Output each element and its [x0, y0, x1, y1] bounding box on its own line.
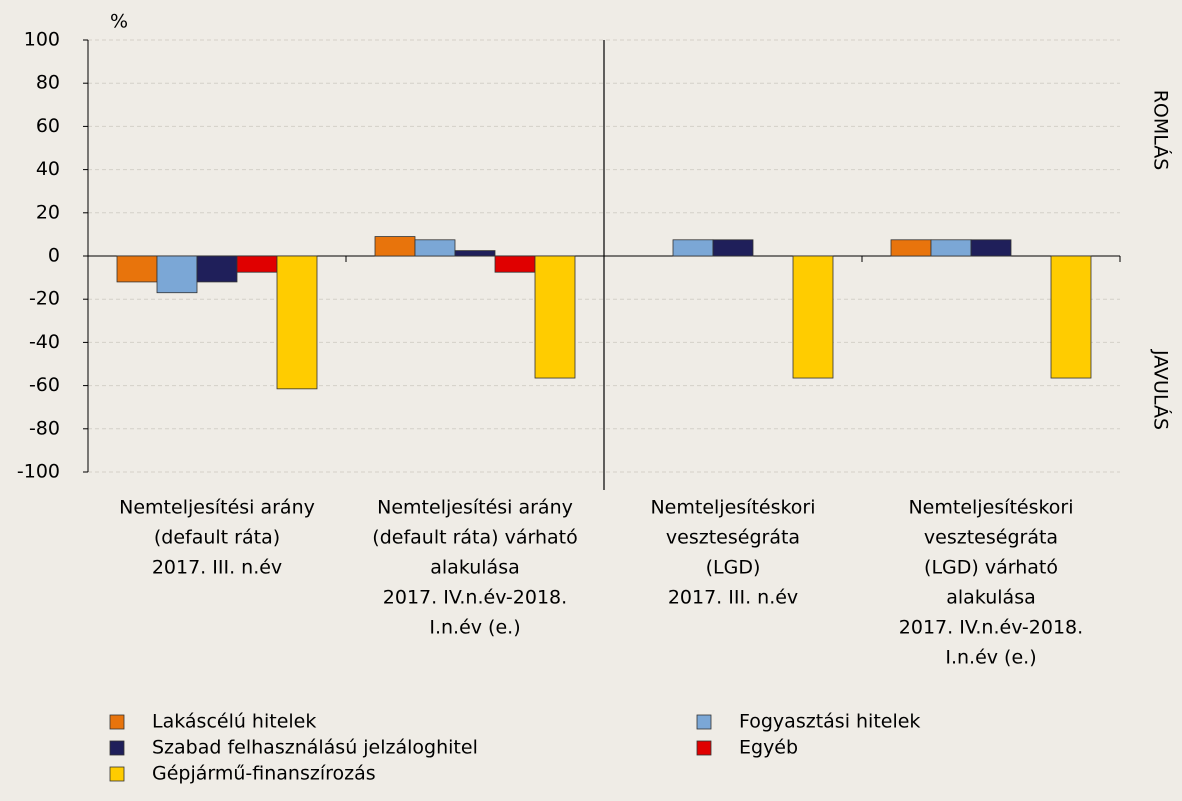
- x-tick-label: 2017. III. n.év: [668, 587, 798, 609]
- bar: [712, 239, 754, 257]
- x-tick-label: I.n.év (e.): [429, 617, 520, 639]
- y-tick-label: -60: [29, 374, 60, 396]
- y-tick-label: -40: [29, 331, 60, 353]
- legend-label: Lakáscélú hitelek: [152, 711, 316, 733]
- x-tick-label: 2017. IV.n.év-2018.: [383, 587, 567, 609]
- legend-label: Egyéb: [739, 737, 798, 759]
- x-tick-label: Nemteljesítési arány: [119, 497, 315, 519]
- bar: [970, 239, 1012, 257]
- x-tick-label: (LGD): [706, 557, 761, 579]
- unit-label: %: [110, 11, 128, 33]
- legend-swatch: [109, 740, 125, 756]
- legend-swatch: [696, 714, 712, 730]
- bar: [276, 255, 318, 390]
- legend-swatch: [696, 740, 712, 756]
- x-tick-label: alakulása: [946, 587, 1036, 609]
- y-tick-label: 0: [48, 245, 60, 267]
- x-tick-label: Nemteljesítési arány: [377, 497, 573, 519]
- bar: [1050, 255, 1092, 379]
- x-tick-label: Nemteljesítéskori: [908, 497, 1073, 519]
- legend-label: Szabad felhasználású jelzáloghitel: [152, 737, 478, 759]
- y-tick-label: -100: [17, 461, 60, 483]
- bar: [454, 250, 496, 257]
- annotation: ROMLÁS: [1150, 90, 1173, 171]
- bar: [672, 239, 714, 257]
- legend-label: Gépjármű-finanszírozás: [152, 763, 376, 785]
- legend-label: Fogyasztási hitelek: [739, 711, 920, 733]
- x-tick-label: 2017. III. n.év: [152, 557, 282, 579]
- annotation: JAVULÁS: [1150, 349, 1173, 430]
- x-tick-label: (default ráta): [154, 527, 280, 549]
- x-tick-label: Nemteljesítéskori: [650, 497, 815, 519]
- bar: [534, 255, 576, 379]
- y-tick-label: 80: [36, 72, 60, 94]
- bar: [494, 255, 536, 273]
- legend-swatch: [109, 714, 125, 730]
- x-tick-label: alakulása: [430, 557, 520, 579]
- x-tick-label: (default ráta) várható: [372, 527, 577, 549]
- y-tick-label: -20: [29, 288, 60, 310]
- x-tick-label: (LGD) várható: [924, 557, 1058, 579]
- x-tick-label: I.n.év (e.): [945, 647, 1036, 669]
- bar: [414, 239, 456, 257]
- y-tick-label: 20: [36, 201, 60, 223]
- bar: [890, 239, 932, 257]
- x-tick-label: 2017. IV.n.év-2018.: [899, 617, 1083, 639]
- x-tick-label: veszteségráta: [924, 527, 1058, 549]
- bar: [930, 239, 972, 257]
- bar: [116, 255, 158, 283]
- x-tick-label: veszteségráta: [666, 527, 800, 549]
- bar: [236, 255, 278, 273]
- legend-swatch: [109, 766, 125, 782]
- bar: [792, 255, 834, 379]
- y-tick-label: -80: [29, 417, 60, 439]
- y-tick-label: 60: [36, 115, 60, 137]
- bar: [156, 255, 198, 294]
- bar: [374, 236, 416, 257]
- bar: [196, 255, 238, 283]
- y-tick-label: 40: [36, 158, 60, 180]
- y-tick-label: 100: [24, 29, 60, 51]
